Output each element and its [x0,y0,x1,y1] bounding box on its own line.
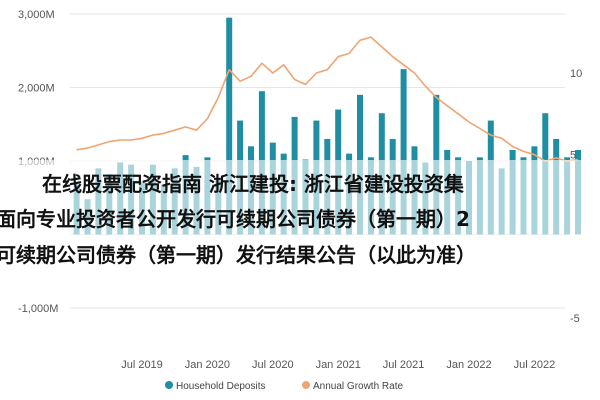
headline-line-2: 面向专业投资者公开发行可续期公司债券（第一期）2 [0,207,470,231]
x-tick-label: Jan 2022 [446,359,491,371]
legend-label-household-deposits: Household Deposits [176,381,266,392]
x-tick-label: Jul 2021 [383,359,425,371]
growth-rate-series-line [76,36,579,162]
right-tick-label: -5 [570,313,580,325]
left-tick-label: -1,000M [18,303,58,315]
right-tick-label: 10 [570,68,582,80]
x-tick-label: Jul 2022 [514,359,556,371]
legend-marker-annual-growth-rate [302,381,310,389]
left-tick-label: 2,000M [18,83,55,95]
right-tick-label: 5 [570,150,576,162]
x-tick-label: Jan 2021 [316,359,361,371]
x-axis-ticks: Jul 2019 Jan 2020 Jul 2020 Jan 2021 Jul 2021… [121,359,555,371]
growth-rate-line [76,36,579,162]
left-tick-label: 3,000M [18,9,55,21]
headline-line-3: 可续期公司债券（第一期）发行结果公告（以此为准） [0,243,476,267]
headline-line-1: 在线股票配资指南 浙江建投: 浙江省建设投资集 [42,172,464,196]
legend-label-annual-growth-rate: Annual Growth Rate [313,381,403,392]
bar [400,69,407,235]
bar [226,17,233,235]
right-axis-ticks: 10 5 -5 [570,68,582,325]
headline-overlay-background [0,160,600,288]
chart-legend: Household Deposits Annual Growth Rate [165,381,403,392]
x-tick-label: Jan 2020 [185,359,230,371]
legend-marker-household-deposits [165,381,173,389]
x-tick-label: Jul 2019 [121,359,163,371]
x-tick-label: Jul 2020 [252,359,294,371]
